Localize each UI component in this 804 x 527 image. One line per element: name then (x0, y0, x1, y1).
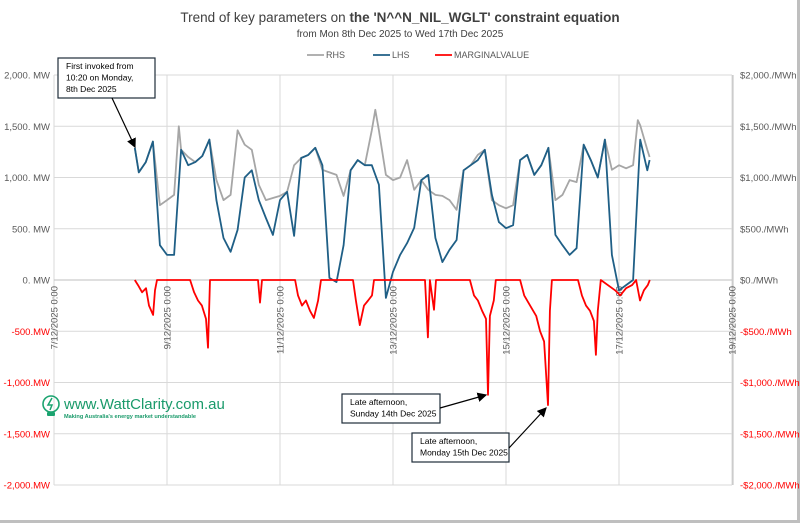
annotation-arrow (439, 392, 488, 409)
legend-label-marginalvalue: MARGINALVALUE (454, 50, 529, 60)
wattclarity-watermark: www.WattClarity.com.au Making Australia'… (42, 395, 225, 420)
y-left-tick-label: -2,000.MW (4, 481, 50, 492)
annotation-box (57, 57, 156, 99)
y-right-tick-label: -$500./MWh (740, 327, 792, 338)
annotation-text: Late afternoon, (420, 436, 477, 446)
x-tick-label: 7/12/2025 0:00 (50, 286, 61, 349)
y-left-tick-label: 1,000. MW (4, 173, 50, 184)
y-right-tick-label: $0./MWh (740, 276, 778, 287)
y-left-tick-label: 500. MW (12, 224, 50, 235)
chart-title: Trend of key parameters on the 'N^^N_NIL… (180, 10, 619, 25)
y-left-tick-label: 0. MW (23, 276, 50, 287)
chart-title-bold: the 'N^^N_NIL_WGLT' constraint equation (349, 10, 619, 25)
annotation-callout: Late afternoon, Monday 15th Dec 2025 (411, 407, 547, 463)
series-line-lhs (133, 138, 651, 299)
y-right-tick-label: -$1,500./MWh (740, 429, 800, 440)
y-axis-right: $2,000./MWh $1,500./MWh $1,000./MWh $500./M… (732, 71, 800, 492)
annotation-text: Monday 15th Dec 2025 (420, 448, 508, 458)
legend-label-lhs: LHS (392, 50, 410, 60)
y-left-tick-label: 2,000. MW (4, 71, 50, 82)
y-right-tick-label: -$1,000./MWh (740, 378, 800, 389)
y-right-tick-label: $500./MWh (740, 224, 789, 235)
y-right-tick-label: -$2,000./MWh (740, 481, 800, 492)
series-line-marginalvalue (134, 279, 651, 406)
watermark-site: www.WattClarity.com.au (63, 396, 225, 413)
annotation-text: Late afternoon, (350, 397, 407, 407)
y-right-tick-label: $1,000./MWh (740, 173, 797, 184)
y-right-tick-label: $1,500./MWh (740, 122, 797, 133)
legend: RHS LHS MARGINALVALUE (307, 50, 529, 60)
x-axis: 7/12/2025 0:00 9/12/2025 0:00 11/12/2025 0… (50, 279, 739, 355)
chart-subtitle: from Mon 8th Dec 2025 to Wed 17th Dec 20… (297, 29, 504, 40)
x-tick-label: 17/12/2025 0:00 (615, 286, 626, 355)
series-lines (133, 108, 651, 406)
x-tick-label: 9/12/2025 0:00 (163, 286, 174, 349)
annotation-arrow (111, 97, 136, 149)
annotation-text: First invoked from (66, 61, 134, 71)
x-tick-label: 15/12/2025 0:00 (502, 286, 513, 355)
annotation-arrow (508, 407, 547, 449)
x-tick-label: 13/12/2025 0:00 (389, 286, 400, 355)
y-right-tick-label: $2,000./MWh (740, 71, 797, 82)
watermark-tagline: Making Australia's energy market underst… (64, 414, 196, 420)
series-line-rhs (133, 108, 651, 211)
chart-title-plain: Trend of key parameters on (180, 10, 349, 25)
y-left-tick-label: -1,000.MW (4, 378, 50, 389)
annotation-box (341, 393, 441, 424)
y-left-tick-label: 1,500. MW (4, 122, 50, 133)
annotation-box (411, 432, 510, 463)
annotation-text: 8th Dec 2025 (66, 84, 117, 94)
y-left-tick-label: -1,500.MW (4, 429, 50, 440)
y-left-tick-label: -500.MW (11, 327, 50, 338)
lightbulb-icon (42, 395, 60, 416)
x-tick-label: 11/12/2025 0:00 (276, 286, 287, 354)
x-tick-label: 19/12/2025 0:00 (728, 286, 739, 355)
annotation-callout: Late afternoon, Sunday 14th Dec 2025 (341, 392, 488, 424)
annotations: First invoked from 10:20 on Monday,8th De… (57, 57, 547, 463)
legend-label-rhs: RHS (326, 50, 345, 60)
annotation-text: Sunday 14th Dec 2025 (350, 409, 437, 419)
annotation-text: 10:20 on Monday, (66, 73, 133, 83)
y-axis-left: 2,000. MW 1,500. MW 1,000. MW 500. MW 0. MW -… (4, 71, 50, 492)
annotation-callout: First invoked from 10:20 on Monday,8th De… (57, 57, 156, 149)
